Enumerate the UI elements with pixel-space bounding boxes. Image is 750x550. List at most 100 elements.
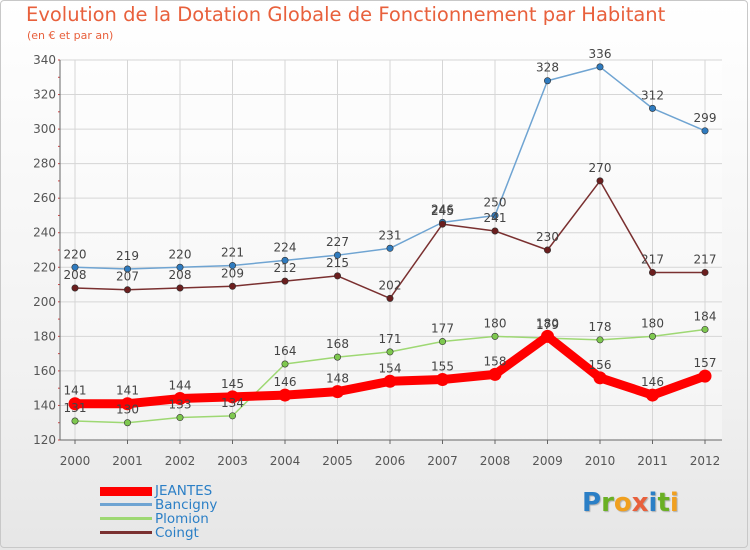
data-label-coingt: 212	[274, 261, 297, 275]
data-point-jeantes	[436, 373, 449, 387]
data-point-jeantes	[68, 397, 82, 411]
data-label-coingt: 208	[64, 268, 87, 282]
data-label-jeantes: 155	[431, 360, 454, 374]
data-label-bancigny: 328	[536, 61, 559, 75]
data-label-coingt: 217	[694, 252, 717, 266]
logo-letter: t	[657, 488, 670, 518]
x-tick-label: 2002	[165, 454, 196, 468]
data-label-bancigny: 221	[221, 246, 244, 260]
chart-subtitle: (en € et par an)	[27, 29, 114, 42]
logo-letter: P	[582, 488, 602, 518]
data-label-coingt: 230	[536, 230, 559, 244]
legend-label: Coingt	[155, 525, 199, 541]
data-point-coingt	[71, 284, 79, 292]
data-label-coingt: 207	[116, 270, 139, 284]
data-label-bancigny: 231	[379, 228, 402, 242]
data-label-jeantes: 157	[694, 356, 717, 370]
data-point-coingt	[281, 277, 289, 285]
data-point-jeantes	[646, 388, 659, 402]
data-label-bancigny: 219	[116, 249, 139, 263]
data-label-bancigny: 250	[484, 195, 507, 209]
x-tick-label: 2010	[585, 454, 616, 468]
y-tick-label: 340	[33, 53, 56, 67]
data-point-coingt	[648, 268, 656, 276]
y-tick-label: 300	[33, 122, 56, 136]
legend-label: JEANTES	[155, 483, 213, 499]
data-label-coingt: 208	[169, 268, 192, 282]
data-label-plomion: 180	[484, 316, 507, 330]
data-point-coingt	[176, 284, 184, 292]
logo-letter: i	[648, 488, 658, 518]
data-point-bancigny	[701, 127, 709, 135]
y-tick-label: 200	[33, 295, 56, 309]
proxiti-logo: Proxiti	[582, 488, 679, 518]
chart-title: Evolution de la Dotation Globale de Fonc…	[26, 3, 666, 26]
data-point-jeantes	[331, 385, 344, 399]
data-point-jeantes	[383, 374, 397, 388]
x-tick-label: 2012	[690, 454, 721, 468]
data-point-plomion	[701, 325, 709, 333]
logo-letter: x	[631, 488, 649, 518]
x-tick-label: 2000	[60, 454, 91, 468]
data-label-jeantes: 144	[169, 379, 192, 393]
data-point-jeantes	[541, 329, 554, 343]
data-point-bancigny	[491, 211, 499, 219]
x-tick-label: 2006	[375, 454, 406, 468]
data-label-plomion: 168	[326, 337, 349, 351]
data-point-coingt	[701, 268, 709, 276]
legend-label: Plomion	[155, 511, 209, 527]
data-point-plomion	[71, 417, 79, 425]
data-point-jeantes	[278, 388, 292, 402]
data-point-bancigny	[543, 77, 551, 85]
data-label-coingt: 245	[431, 204, 454, 218]
data-label-jeantes: 145	[221, 377, 244, 391]
data-point-plomion	[124, 419, 132, 427]
y-tick-label: 220	[33, 260, 56, 274]
data-point-bancigny	[333, 251, 341, 259]
data-label-coingt: 241	[484, 211, 507, 225]
data-label-plomion: 164	[274, 344, 297, 358]
data-point-bancigny	[176, 263, 184, 271]
data-label-jeantes: 141	[64, 384, 87, 398]
data-label-jeantes: 141	[116, 384, 139, 398]
data-label-coingt: 209	[221, 266, 244, 280]
data-point-plomion	[229, 412, 237, 420]
data-label-plomion: 184	[694, 309, 717, 323]
data-label-bancigny: 312	[641, 88, 664, 102]
data-label-jeantes: 158	[484, 354, 507, 368]
legend-swatch	[100, 487, 152, 496]
data-point-coingt	[124, 286, 132, 294]
data-label-plomion: 130	[116, 403, 139, 417]
data-label-coingt: 217	[641, 252, 664, 266]
data-point-plomion	[438, 338, 446, 346]
data-point-plomion	[333, 353, 341, 361]
y-tick-label: 120	[33, 433, 56, 447]
data-label-bancigny: 246	[431, 202, 454, 216]
data-label-bancigny: 220	[64, 247, 87, 261]
data-point-coingt	[386, 294, 394, 302]
x-tick-label: 2005	[322, 454, 353, 468]
legend-label: Bancigny	[155, 497, 218, 513]
data-point-bancigny	[281, 256, 289, 264]
data-point-jeantes	[488, 367, 502, 381]
data-point-jeantes	[698, 369, 712, 383]
data-label-plomion: 179	[536, 318, 559, 332]
data-label-jeantes: 146	[641, 375, 664, 389]
legend-swatch	[100, 503, 152, 506]
data-point-plomion	[648, 332, 656, 340]
logo-letter: i	[669, 488, 679, 518]
data-label-bancigny: 227	[326, 235, 349, 249]
x-tick-label: 2009	[532, 454, 563, 468]
data-label-bancigny: 220	[169, 247, 192, 261]
data-label-plomion: 171	[379, 332, 402, 346]
data-label-jeantes: 146	[274, 375, 297, 389]
data-label-plomion: 134	[221, 396, 244, 410]
data-label-jeantes: 148	[326, 372, 349, 386]
data-label-bancigny: 299	[694, 111, 717, 125]
data-label-plomion: 178	[589, 320, 612, 334]
logo-letter: r	[601, 488, 614, 518]
data-point-coingt	[491, 227, 499, 235]
data-label-plomion: 177	[431, 322, 454, 336]
x-tick-label: 2011	[637, 454, 668, 468]
data-label-plomion: 180	[641, 316, 664, 330]
